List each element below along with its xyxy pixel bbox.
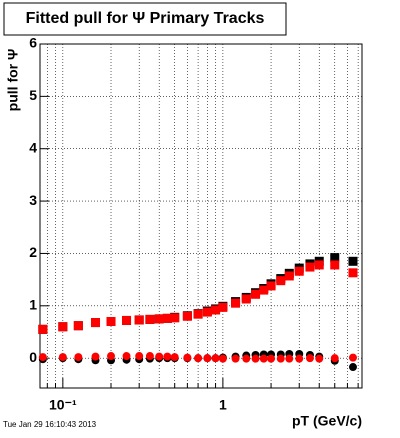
marker [145, 352, 154, 361]
marker [276, 276, 286, 286]
chart-title: Fitted pull for Ψ Primary Tracks [26, 10, 265, 27]
marker [154, 314, 164, 324]
marker [58, 322, 68, 332]
y-tick-label: 0 [29, 349, 37, 365]
marker [183, 353, 192, 362]
x-tick-label: 1 [219, 397, 227, 413]
marker [193, 309, 203, 319]
marker [163, 352, 172, 361]
marker [91, 318, 101, 328]
y-tick-label: 2 [29, 244, 37, 260]
marker [330, 260, 340, 270]
marker [182, 311, 192, 321]
marker [267, 354, 276, 363]
marker [294, 266, 304, 276]
marker [38, 324, 48, 334]
marker [162, 313, 172, 323]
x-tick-label: 10⁻¹ [49, 397, 77, 413]
marker [231, 354, 240, 363]
marker [330, 253, 340, 263]
marker [107, 352, 116, 361]
marker [251, 289, 261, 299]
marker [211, 305, 221, 315]
y-tick-label: 6 [29, 35, 37, 51]
marker [211, 354, 220, 363]
marker [348, 353, 357, 362]
marker [170, 353, 179, 362]
marker [58, 353, 67, 362]
marker [202, 307, 212, 317]
marker [348, 363, 357, 372]
marker [305, 262, 315, 272]
marker [155, 352, 164, 361]
marker [266, 281, 276, 291]
marker [135, 352, 144, 361]
marker [314, 260, 324, 270]
marker [276, 354, 285, 363]
y-axis-label: pull for Ψ [5, 49, 21, 112]
x-axis-label: pT (GeV/c) [292, 413, 362, 429]
marker [122, 315, 132, 325]
marker [231, 298, 241, 308]
marker [285, 354, 294, 363]
marker [194, 354, 203, 363]
marker [348, 256, 358, 266]
marker [74, 353, 83, 362]
marker [284, 271, 294, 281]
footer: Tue Jan 29 16:10:43 2013 [3, 420, 97, 429]
marker [259, 285, 269, 295]
marker [315, 354, 324, 363]
marker [203, 354, 212, 363]
marker [218, 354, 227, 363]
marker [170, 313, 180, 323]
y-tick-label: 3 [29, 192, 37, 208]
marker [305, 354, 314, 363]
marker [259, 354, 268, 363]
marker [106, 317, 116, 327]
marker [218, 302, 228, 312]
marker [38, 353, 47, 362]
plot-frame [39, 43, 363, 389]
marker [145, 314, 155, 324]
marker [295, 354, 304, 363]
marker [330, 354, 339, 363]
marker [241, 294, 251, 304]
marker [348, 268, 358, 278]
marker [251, 354, 260, 363]
y-tick-label: 4 [29, 139, 37, 155]
marker [134, 315, 144, 325]
marker [242, 354, 251, 363]
y-tick-label: 1 [29, 296, 37, 312]
marker [91, 352, 100, 361]
marker [122, 352, 131, 361]
marker [73, 321, 83, 331]
y-tick-label: 5 [29, 87, 37, 103]
title-box [3, 2, 287, 36]
